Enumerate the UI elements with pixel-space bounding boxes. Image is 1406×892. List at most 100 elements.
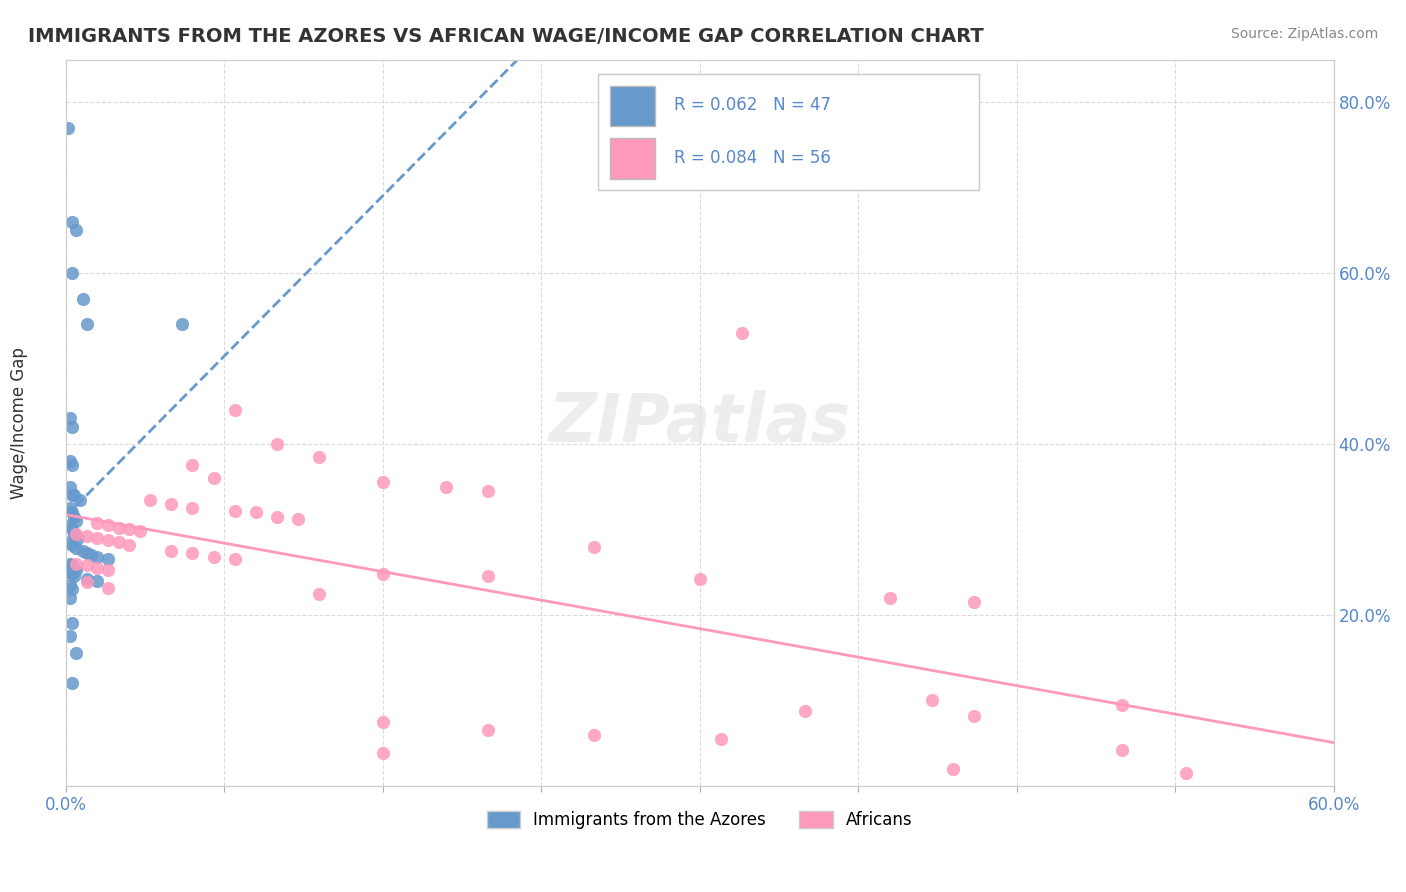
Point <box>689 572 711 586</box>
Point <box>63 509 86 524</box>
Point <box>477 569 499 583</box>
Point <box>371 566 394 581</box>
Point <box>60 566 83 581</box>
Point <box>202 549 225 564</box>
Point <box>63 561 86 575</box>
Point <box>942 762 965 776</box>
Point <box>60 538 83 552</box>
Point <box>118 523 141 537</box>
Point <box>371 475 394 490</box>
Point <box>67 531 90 545</box>
Point <box>60 420 83 434</box>
Point <box>160 544 183 558</box>
Text: ZIPatlas: ZIPatlas <box>548 390 851 456</box>
Point <box>477 723 499 738</box>
Point <box>710 731 733 746</box>
Point <box>65 557 87 571</box>
Point <box>76 546 98 560</box>
Point <box>69 492 91 507</box>
Point <box>181 458 204 473</box>
Point <box>59 411 82 425</box>
Point <box>63 569 86 583</box>
Point <box>86 574 108 588</box>
Point <box>921 693 943 707</box>
Point <box>86 561 108 575</box>
Point <box>60 582 83 597</box>
Point <box>59 629 82 643</box>
Point <box>582 540 605 554</box>
Point <box>86 549 108 564</box>
Point <box>97 518 120 533</box>
Point <box>60 215 83 229</box>
Point <box>65 514 87 528</box>
Point <box>245 505 267 519</box>
Point <box>76 572 98 586</box>
Point <box>56 120 79 135</box>
Point <box>371 714 394 729</box>
Point <box>59 557 82 571</box>
Point <box>60 523 83 537</box>
Point <box>65 564 87 578</box>
Point <box>963 708 986 723</box>
Point <box>224 504 246 518</box>
Point <box>287 512 309 526</box>
Legend: Immigrants from the Azores, Africans: Immigrants from the Azores, Africans <box>479 804 920 836</box>
Point <box>63 488 86 502</box>
Point <box>76 558 98 573</box>
Point <box>59 480 82 494</box>
Point <box>1111 698 1133 712</box>
Point <box>59 518 82 533</box>
Point <box>59 565 82 579</box>
Point <box>266 437 288 451</box>
Point <box>80 548 103 562</box>
Point <box>477 483 499 498</box>
Point <box>59 535 82 549</box>
Point <box>97 564 120 578</box>
Point <box>86 531 108 545</box>
Point <box>59 591 82 605</box>
Point <box>65 646 87 660</box>
Point <box>266 509 288 524</box>
Text: Source: ZipAtlas.com: Source: ZipAtlas.com <box>1230 27 1378 41</box>
Point <box>59 578 82 592</box>
Point <box>582 727 605 741</box>
Point <box>60 458 83 473</box>
Point <box>76 529 98 543</box>
Point <box>371 747 394 761</box>
Point <box>794 704 817 718</box>
Point <box>60 616 83 631</box>
Point <box>60 676 83 690</box>
Point <box>65 526 87 541</box>
Point <box>170 318 193 332</box>
Y-axis label: Wage/Income Gap: Wage/Income Gap <box>10 347 28 499</box>
Point <box>308 450 330 464</box>
Point <box>86 516 108 530</box>
Point <box>97 552 120 566</box>
Point <box>879 591 901 605</box>
Point <box>76 575 98 590</box>
Point <box>434 480 457 494</box>
Point <box>128 524 150 539</box>
Point <box>60 488 83 502</box>
Text: IMMIGRANTS FROM THE AZORES VS AFRICAN WAGE/INCOME GAP CORRELATION CHART: IMMIGRANTS FROM THE AZORES VS AFRICAN WA… <box>28 27 984 45</box>
Point <box>107 521 129 535</box>
Point <box>160 497 183 511</box>
Point <box>224 552 246 566</box>
Point <box>139 492 162 507</box>
Point <box>1111 743 1133 757</box>
Point <box>181 501 204 516</box>
Point <box>65 541 87 556</box>
Point <box>72 544 94 558</box>
Point <box>65 223 87 237</box>
Point <box>63 526 86 541</box>
Point <box>308 586 330 600</box>
Point <box>59 454 82 468</box>
Point <box>76 318 98 332</box>
Point <box>1174 766 1197 780</box>
Point <box>224 403 246 417</box>
Point <box>97 533 120 547</box>
Point <box>202 471 225 485</box>
Point <box>60 505 83 519</box>
Point <box>60 558 83 573</box>
Point <box>963 595 986 609</box>
